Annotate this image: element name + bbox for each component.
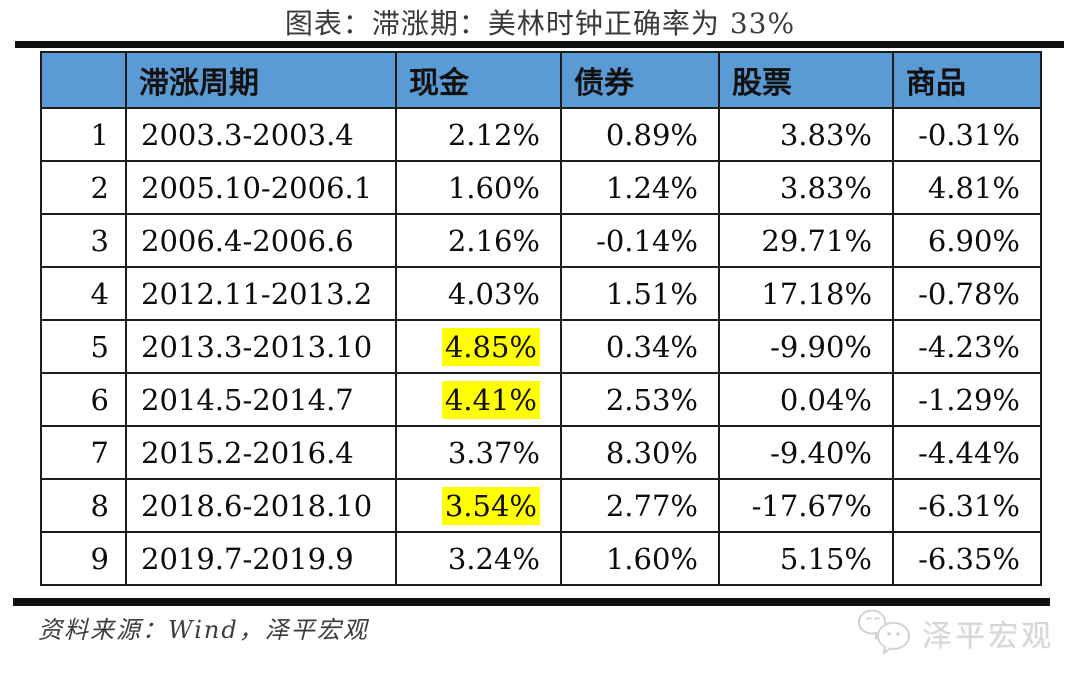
table-row: 9 2019.7-2019.9 3.24% 1.60% 5.15% -6.35% <box>40 531 1042 586</box>
wechat-chat-bubbles-icon <box>858 608 912 658</box>
row-index: 7 <box>40 425 127 480</box>
row-index: 6 <box>40 372 127 427</box>
stagflation-table: 滞涨周期 现金 债券 股票 商品 1 2003.3-2003.4 2.12% 0… <box>40 51 1042 586</box>
table-row: 8 2018.6-2018.10 3.54% 2.77% -17.67% -6.… <box>40 478 1042 533</box>
table-row: 4 2012.11-2013.2 4.03% 1.51% 17.18% -0.7… <box>40 266 1042 321</box>
period-cell: 2006.4-2006.6 <box>125 213 397 268</box>
period-cell: 2013.3-2013.10 <box>125 319 397 374</box>
cash-cell: 3.37% <box>395 425 562 480</box>
table-row: 6 2014.5-2014.7 4.41% 2.53% 0.04% -1.29% <box>40 372 1042 427</box>
header-row: 滞涨周期 现金 债券 股票 商品 <box>40 51 1042 109</box>
table-row: 5 2013.3-2013.10 4.85% 0.34% -9.90% -4.2… <box>40 319 1042 374</box>
commodity-cell: -0.78% <box>892 266 1042 321</box>
period-cell: 2015.2-2016.4 <box>125 425 397 480</box>
row-index: 9 <box>40 531 127 586</box>
row-index: 5 <box>40 319 127 374</box>
period-cell: 2019.7-2019.9 <box>125 531 397 586</box>
bond-cell: 0.34% <box>560 319 720 374</box>
bottom-rule <box>13 598 1050 606</box>
stock-cell: 29.71% <box>718 213 894 268</box>
commodity-cell: 4.81% <box>892 160 1042 215</box>
col-header-cash: 现金 <box>395 51 562 109</box>
period-cell: 2012.11-2013.2 <box>125 266 397 321</box>
cash-cell: 2.12% <box>395 107 562 162</box>
commodity-cell: -0.31% <box>892 107 1042 162</box>
table-row: 3 2006.4-2006.6 2.16% -0.14% 29.71% 6.90… <box>40 213 1042 268</box>
col-header-bond: 债券 <box>560 51 720 109</box>
cash-cell: 4.41% <box>395 372 562 427</box>
col-header-period: 滞涨周期 <box>125 51 397 109</box>
period-cell: 2005.10-2006.1 <box>125 160 397 215</box>
top-rule <box>15 41 1064 48</box>
cash-cell: 4.03% <box>395 266 562 321</box>
stock-cell: 3.83% <box>718 107 894 162</box>
row-index: 2 <box>40 160 127 215</box>
stock-cell: -9.40% <box>718 425 894 480</box>
stock-cell: -9.90% <box>718 319 894 374</box>
col-header-commodity: 商品 <box>892 51 1042 109</box>
brand-watermark: 泽平宏观 <box>858 608 1054 658</box>
chart-title: 图表：滞涨期：美林时钟正确率为 33% <box>284 7 796 40</box>
watermark-label: 泽平宏观 <box>922 619 1054 654</box>
highlighted-value: 4.85% <box>441 327 540 366</box>
cash-cell: 1.60% <box>395 160 562 215</box>
commodity-cell: -1.29% <box>892 372 1042 427</box>
bond-cell: 2.53% <box>560 372 720 427</box>
period-cell: 2003.3-2003.4 <box>125 107 397 162</box>
period-cell: 2014.5-2014.7 <box>125 372 397 427</box>
highlighted-value: 3.54% <box>441 486 540 525</box>
row-index: 8 <box>40 478 127 533</box>
cash-cell: 4.85% <box>395 319 562 374</box>
stock-cell: 0.04% <box>718 372 894 427</box>
cash-cell: 2.16% <box>395 213 562 268</box>
table-row: 7 2015.2-2016.4 3.37% 8.30% -9.40% -4.44… <box>40 425 1042 480</box>
table-row: 1 2003.3-2003.4 2.12% 0.89% 3.83% -0.31% <box>40 107 1042 162</box>
bond-cell: 0.89% <box>560 107 720 162</box>
row-index: 3 <box>40 213 127 268</box>
stock-cell: 3.83% <box>718 160 894 215</box>
stock-cell: 5.15% <box>718 531 894 586</box>
cash-cell: 3.54% <box>395 478 562 533</box>
corner-cell <box>40 51 127 109</box>
bond-cell: 2.77% <box>560 478 720 533</box>
commodity-cell: -6.31% <box>892 478 1042 533</box>
bond-cell: 1.60% <box>560 531 720 586</box>
row-index: 4 <box>40 266 127 321</box>
period-cell: 2018.6-2018.10 <box>125 478 397 533</box>
bond-cell: 1.51% <box>560 266 720 321</box>
commodity-cell: -6.35% <box>892 531 1042 586</box>
stock-cell: 17.18% <box>718 266 894 321</box>
source-note: 资料来源：Wind，泽平宏观 <box>38 616 369 644</box>
bond-cell: 8.30% <box>560 425 720 480</box>
commodity-cell: -4.23% <box>892 319 1042 374</box>
row-index: 1 <box>40 107 127 162</box>
highlighted-value: 4.41% <box>441 380 540 419</box>
bond-cell: -0.14% <box>560 213 720 268</box>
col-header-stock: 股票 <box>718 51 894 109</box>
bond-cell: 1.24% <box>560 160 720 215</box>
commodity-cell: 6.90% <box>892 213 1042 268</box>
cash-cell: 3.24% <box>395 531 562 586</box>
stock-cell: -17.67% <box>718 478 894 533</box>
table-row: 2 2005.10-2006.1 1.60% 1.24% 3.83% 4.81% <box>40 160 1042 215</box>
commodity-cell: -4.44% <box>892 425 1042 480</box>
